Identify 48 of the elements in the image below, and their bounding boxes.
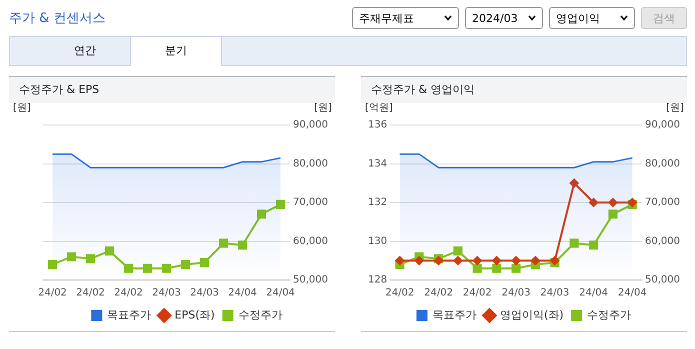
y-tick-label: 136 [368,120,388,131]
x-tick-label: 24/03 [540,288,570,299]
text: 영업이익 [556,10,600,26]
y-tick-label: 134 [368,158,388,170]
text: 분기 [130,37,222,66]
legend-label: EPS(좌) [174,308,215,322]
x-tick-label: 24/03 [502,288,530,299]
y2-tick-label: 60,000 [645,236,680,247]
x-tick-label: 24/04 [579,288,608,299]
x-tick-label: 24/04 [618,288,647,299]
x-tick-label: 24/02 [462,288,492,299]
x-tick-label: 24/03 [190,288,219,299]
text: 2024/03 [472,12,518,24]
x-tick-label: 24/03 [152,288,181,299]
x-tick-label: 24/02 [424,288,453,299]
y-tick-label: 132 [368,197,388,208]
y2-tick-label: 90,000 [645,120,680,131]
text: 주재무제표 [359,10,414,26]
y2-tick-label: 80,000 [645,158,680,170]
y-tick-label: 128 [368,274,388,286]
x-tick-label: 24/02 [76,288,105,299]
y2-tick-label: 50,000 [293,274,328,286]
y-tick-label: 130 [368,236,388,247]
legend-label: 목표주가 [432,308,476,322]
legend-label: 수정주가 [238,308,282,322]
x-tick-label: 24/04 [266,288,295,299]
legend-label: 수정주가 [587,308,632,322]
chart-title: 수정주가 & 영업이익 [361,77,687,103]
text: 연간 [73,43,97,59]
text: 주가 & 컨센서스 [9,10,106,27]
y-axis-title: [원] [13,102,31,114]
y2-tick-label: 70,000 [645,197,680,208]
legend-label: 목표주가 [107,308,152,322]
x-tick-label: 24/04 [228,288,257,299]
y2-tick-label: 90,000 [293,120,328,131]
chart-title: 수정주가 & EPS [9,77,335,103]
y2-tick-label: 50,000 [645,274,680,286]
text: 검색 [641,7,687,29]
y2-tick-label: 60,000 [293,236,328,247]
y2-axis-title: [원] [314,102,332,114]
y2-tick-label: 80,000 [293,158,328,170]
x-tick-label: 24/02 [385,288,414,299]
y2-axis-title: [원] [666,102,684,114]
x-tick-label: 24/02 [38,288,67,299]
legend-label: 영업이익(좌) [500,308,564,322]
x-tick-label: 24/02 [114,288,143,299]
y-axis-title: [억원] [365,102,393,114]
y2-tick-label: 70,000 [293,197,328,208]
